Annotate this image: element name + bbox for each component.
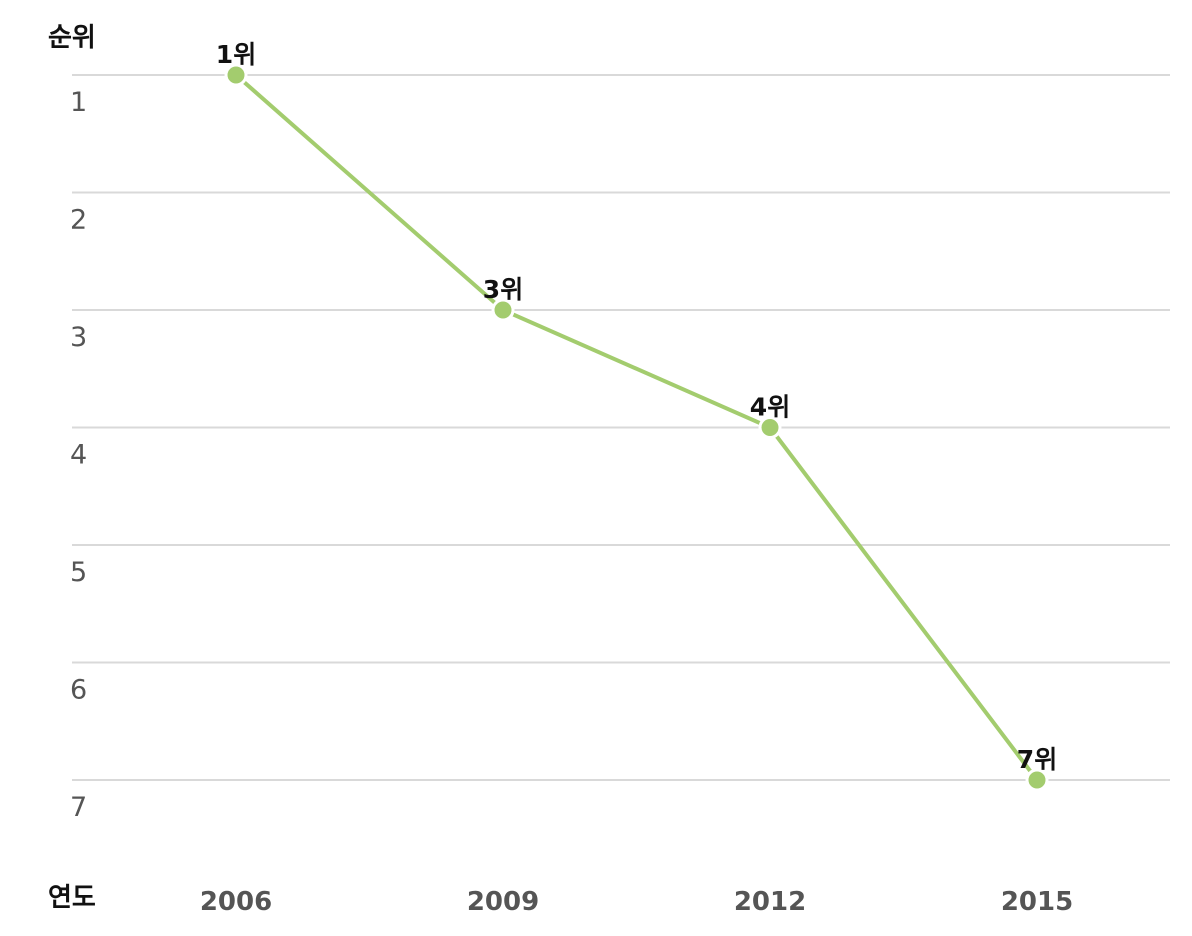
data-point xyxy=(758,416,782,439)
x-tick-label: 2012 xyxy=(734,887,806,917)
y-tick-label: 6 xyxy=(70,675,87,706)
x-tick-label: 2015 xyxy=(1001,887,1073,917)
y-tick-label: 1 xyxy=(70,87,87,118)
data-point xyxy=(491,298,515,322)
y-tick-label: 7 xyxy=(70,792,87,823)
y-tick-label: 4 xyxy=(70,440,87,471)
data-label: 7위 xyxy=(1017,745,1057,774)
x-tick-label: 2009 xyxy=(467,887,539,917)
y-tick-label: 5 xyxy=(70,557,87,588)
y-axis-ticks: 1 2 3 4 5 6 7 xyxy=(70,87,87,823)
data-label: 4위 xyxy=(750,393,790,422)
y-tick-label: 2 xyxy=(70,205,87,236)
series-group: 1위 3위 4위 7위 xyxy=(216,40,1057,792)
series-line xyxy=(234,73,1039,782)
data-label: 3위 xyxy=(483,275,523,304)
data-point xyxy=(1025,768,1049,792)
gridlines xyxy=(72,74,1170,781)
y-tick-label: 3 xyxy=(70,322,87,353)
x-tick-label: 2006 xyxy=(200,887,272,917)
data-label: 1위 xyxy=(216,40,256,69)
data-point xyxy=(224,63,248,87)
y-axis-title: 순위 xyxy=(48,23,96,53)
x-axis-title: 연도 xyxy=(48,883,96,913)
x-axis-ticks: 2006 2009 2012 2015 xyxy=(200,887,1073,917)
